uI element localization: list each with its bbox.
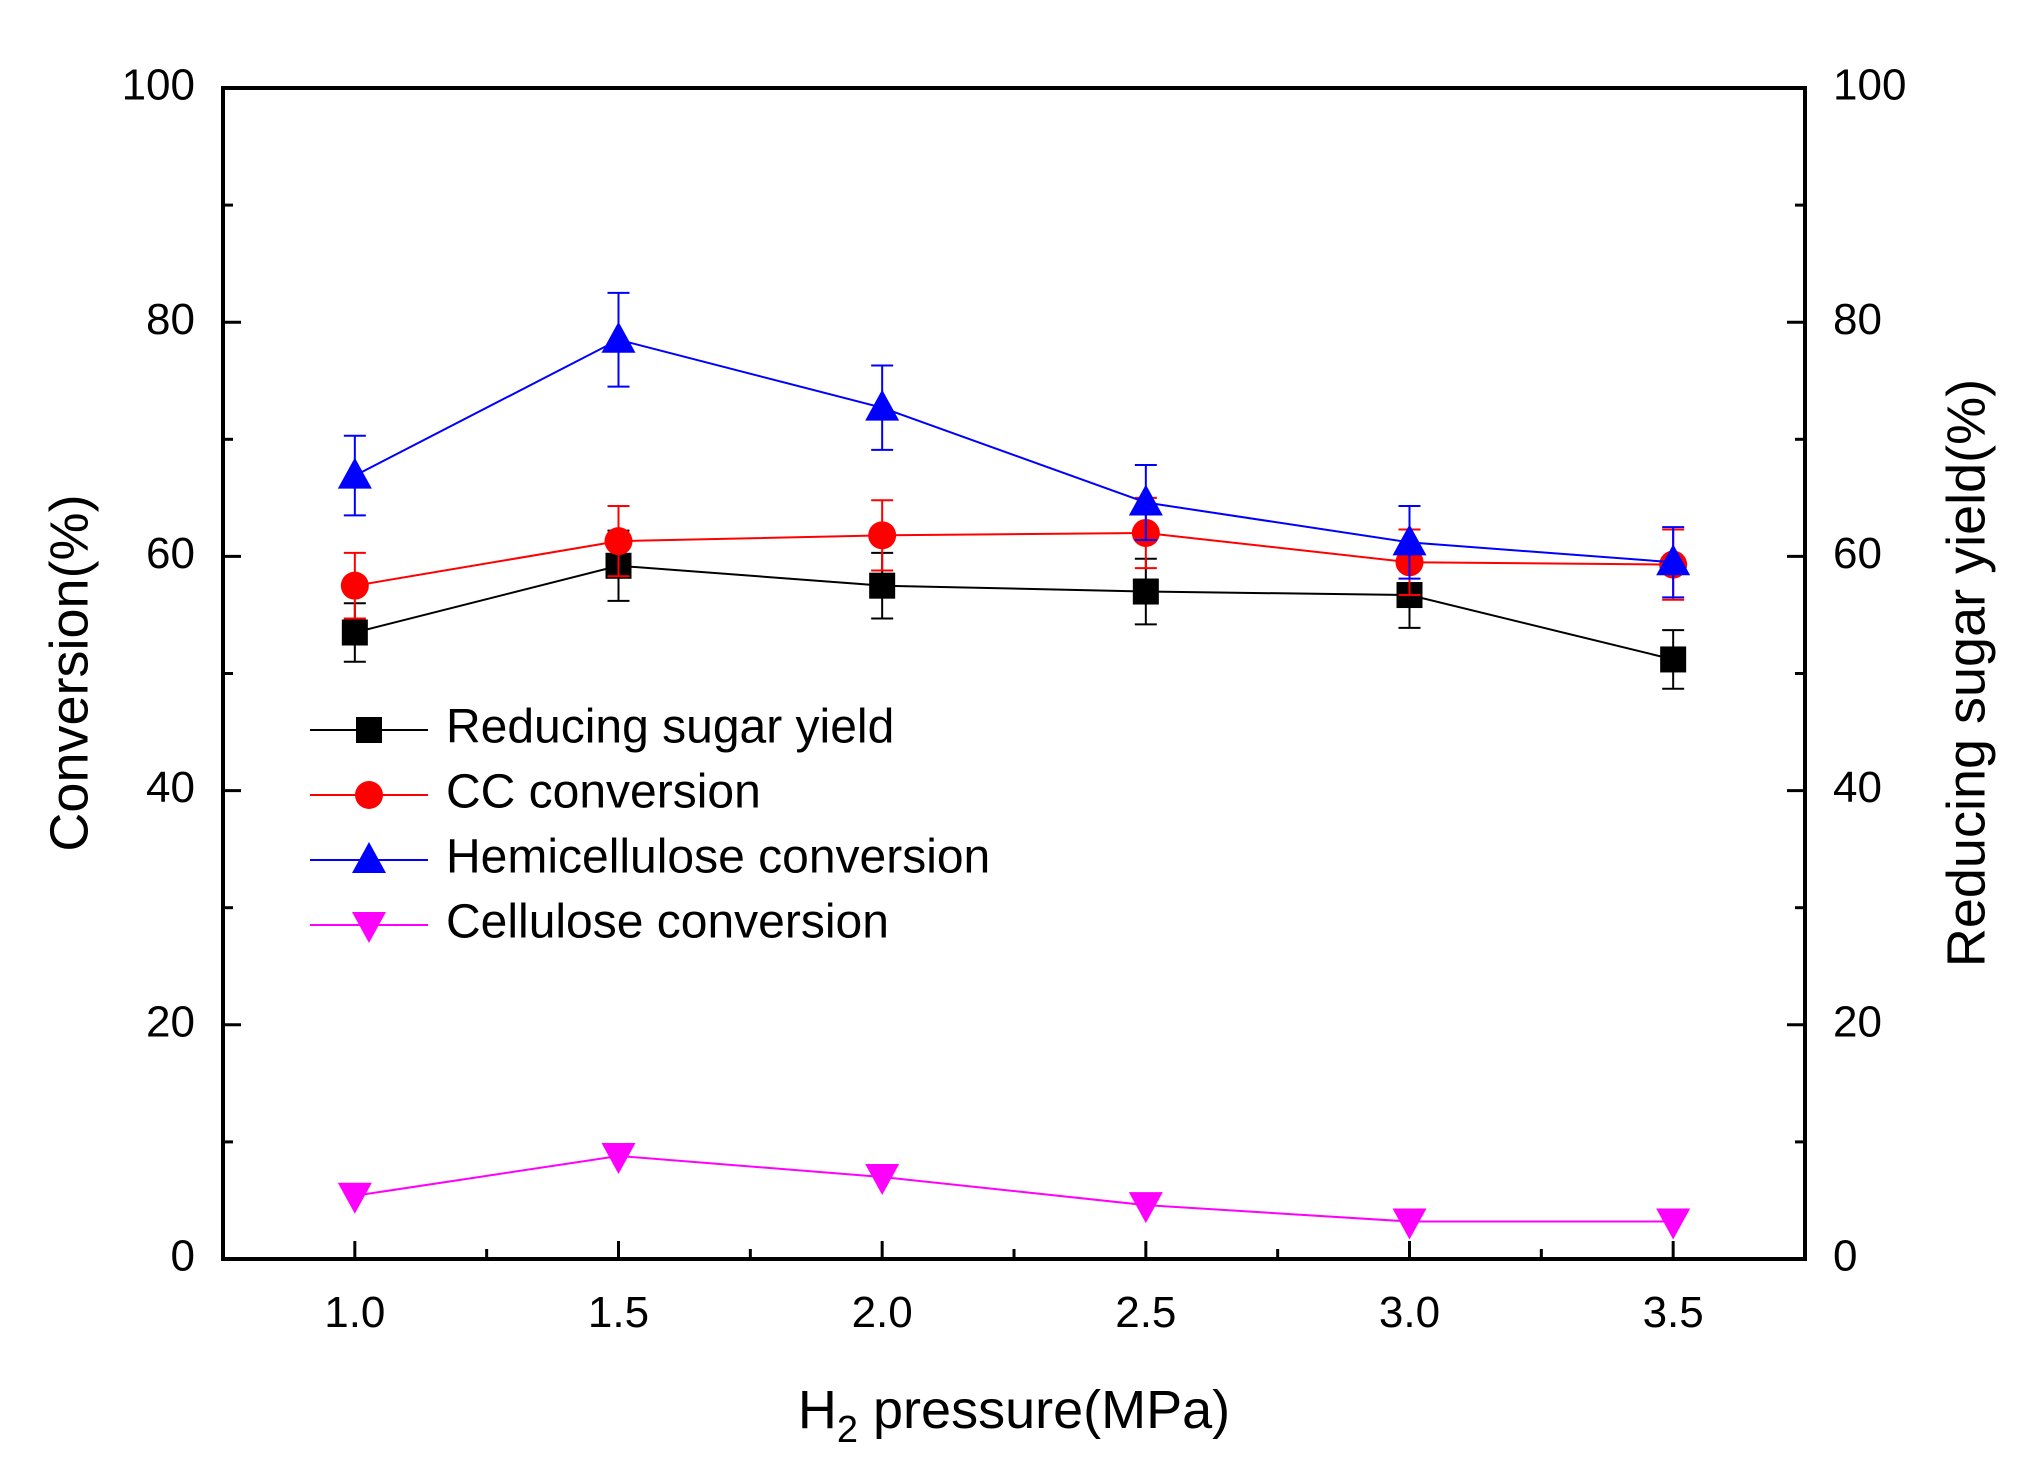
series-line: [354, 531, 1674, 587]
x-axis-title-main: H: [798, 1380, 837, 1440]
y-tick-label: 0: [171, 1232, 195, 1281]
data-point: [337, 1182, 372, 1214]
legend-item: CC conversion: [310, 766, 761, 819]
data-point: [865, 389, 900, 421]
x-tick-label: 2.0: [852, 1288, 913, 1337]
legend-item: Hemicellulose conversion: [310, 831, 990, 884]
data-point: [1392, 524, 1427, 556]
y2-tick-label: 80: [1833, 295, 1882, 344]
x-tick-label: 3.0: [1379, 1288, 1440, 1337]
x-axis-title-rest: pressure(MPa): [858, 1380, 1230, 1440]
plot-frame: [221, 86, 1807, 1261]
data-point: [337, 457, 372, 489]
legend-label: Hemicellulose conversion: [446, 831, 990, 884]
data-point: [868, 521, 897, 550]
x-axis-title-subscript: 2: [837, 1409, 858, 1451]
data-point: [604, 527, 633, 556]
series-cellulose-conversion: [337, 1142, 1691, 1240]
x-axis-title: H2 pressure(MPa): [798, 1380, 1230, 1451]
legend-marker: [355, 781, 383, 809]
x-tick-label: 1.5: [588, 1288, 649, 1337]
legend: Reducing sugar yield CC conversion Hemicel…: [310, 701, 990, 949]
y-axis-title: Conversion(%): [39, 494, 99, 851]
legend-marker: [356, 717, 382, 743]
y-tick-label: 100: [122, 61, 195, 110]
legend-marker: [352, 842, 386, 873]
series-hemicellulose-conversion: [337, 291, 1691, 599]
legend-marker: [352, 912, 386, 943]
series-line: [354, 564, 1674, 661]
y2-axis-title: Reducing sugar yield(%): [1936, 379, 1996, 967]
series-cc-conversion: [340, 496, 1688, 620]
x-axis: 1.0 1.5 2.0 2.5 3.0 3.5: [324, 1241, 1704, 1337]
data-point: [1392, 1208, 1427, 1240]
y2-tick-label: 0: [1833, 1232, 1857, 1281]
legend-label: CC conversion: [446, 766, 761, 819]
series-layer: [337, 291, 1691, 1240]
y-axis-right: 0 20 40 60 80 100: [1787, 61, 1906, 1281]
y2-tick-label: 40: [1833, 763, 1882, 812]
x-tick-label: 1.0: [324, 1288, 385, 1337]
data-point: [340, 571, 369, 600]
data-point: [341, 619, 368, 646]
data-point: [1128, 484, 1163, 516]
y2-tick-label: 20: [1833, 997, 1882, 1046]
data-point: [865, 1164, 900, 1196]
data-point: [1656, 544, 1691, 576]
data-point: [1132, 578, 1159, 605]
y2-tick-label: 60: [1833, 529, 1882, 578]
data-point: [601, 1142, 636, 1174]
series-line: [354, 338, 1674, 564]
legend-label: Cellulose conversion: [446, 896, 889, 949]
y-tick-label: 20: [146, 997, 195, 1046]
legend-item: Cellulose conversion: [310, 896, 889, 949]
y-tick-label: 40: [146, 763, 195, 812]
y2-tick-label: 100: [1833, 61, 1906, 110]
y-tick-label: 60: [146, 529, 195, 578]
y-axis-left: 0 20 40 60 80 100: [122, 61, 241, 1281]
data-point: [1128, 1192, 1163, 1224]
legend-label: Reducing sugar yield: [446, 701, 894, 754]
data-point: [869, 572, 896, 599]
data-point: [1656, 1208, 1691, 1240]
y-tick-label: 80: [146, 295, 195, 344]
x-tick-label: 3.5: [1643, 1288, 1704, 1337]
data-point: [1660, 646, 1687, 673]
x-tick-label: 2.5: [1115, 1288, 1176, 1337]
series-line: [354, 1154, 1674, 1223]
legend-item: Reducing sugar yield: [310, 701, 894, 754]
data-point: [601, 321, 636, 353]
